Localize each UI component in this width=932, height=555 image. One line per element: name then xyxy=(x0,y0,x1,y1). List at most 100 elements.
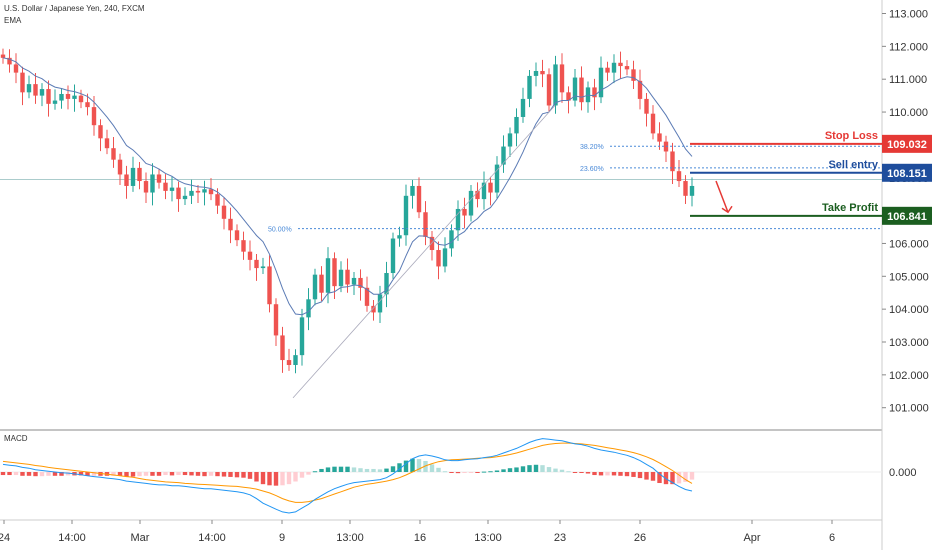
macd-histogram-bar xyxy=(13,472,19,476)
macd-histogram-bar xyxy=(293,472,298,482)
candle-body xyxy=(46,89,51,104)
time-axis-label: 13:00 xyxy=(336,532,364,544)
fib-trend-line xyxy=(292,105,556,399)
fib-level-label: 38.20% xyxy=(580,144,604,151)
macd-histogram-bar xyxy=(611,472,617,476)
macd-histogram-bar xyxy=(436,467,441,472)
sell-entry-price-tag xyxy=(882,163,932,182)
time-axis-label: 14:00 xyxy=(58,532,86,544)
macd-histogram-bar xyxy=(117,472,123,476)
candle-body xyxy=(39,89,45,96)
candle-body xyxy=(618,62,623,67)
macd-histogram-bar xyxy=(572,472,578,473)
candle-body xyxy=(566,92,571,101)
ema-line xyxy=(2,57,693,316)
price-tick-label: 112.000 xyxy=(889,41,928,53)
candle-body xyxy=(657,133,662,142)
macd-histogram-bar xyxy=(488,471,493,473)
candle-body xyxy=(189,190,194,196)
macd-histogram-bar xyxy=(332,466,337,472)
macd-histogram-bar xyxy=(195,472,201,476)
macd-tick-label: 0.000 xyxy=(889,467,917,479)
candle-body xyxy=(650,113,656,134)
macd-histogram-bar xyxy=(592,472,597,476)
candle-body xyxy=(26,84,32,93)
candle-body xyxy=(332,258,337,287)
macd-histogram-bar xyxy=(481,471,487,473)
candle-body xyxy=(20,72,25,93)
macd-histogram-bar xyxy=(130,472,136,477)
candle-body xyxy=(345,269,350,285)
candle-body xyxy=(494,164,500,193)
candle-body xyxy=(462,208,467,216)
candle-body xyxy=(247,251,253,260)
candle-body xyxy=(137,167,142,182)
macd-histogram-bar xyxy=(527,465,532,472)
candle-body xyxy=(104,138,110,149)
candle-body xyxy=(208,189,214,195)
macd-histogram-bar xyxy=(0,472,6,476)
candle-body xyxy=(364,287,370,306)
candle-body xyxy=(683,181,688,196)
time-axis-label: 23 xyxy=(554,532,566,544)
candle-body xyxy=(78,95,84,103)
macd-histogram-bar xyxy=(507,468,513,472)
candle-body xyxy=(579,77,584,103)
candle-body xyxy=(377,294,383,313)
candle-body xyxy=(631,69,636,81)
candle-body xyxy=(449,230,454,249)
macd-histogram-bar xyxy=(91,472,97,476)
macd-histogram-bar xyxy=(338,466,344,472)
macd-histogram-bar xyxy=(670,472,675,485)
macd-histogram-bar xyxy=(215,472,220,477)
macd-histogram-bar xyxy=(559,469,565,472)
candle-body xyxy=(624,66,630,70)
macd-histogram-bar xyxy=(234,472,240,478)
candle-body xyxy=(442,248,448,267)
candle-body xyxy=(592,87,597,98)
candle-body xyxy=(540,70,545,75)
candle-body xyxy=(111,148,116,160)
candle-body xyxy=(59,93,64,101)
candle-body xyxy=(98,125,103,139)
symbol-title: U.S. Dollar / Japanese Yen, 240, FXCM xyxy=(4,4,145,13)
macd-histogram-bar xyxy=(20,472,25,476)
macd-histogram-bar xyxy=(163,472,168,476)
macd-histogram-bar xyxy=(59,472,64,476)
candle-body xyxy=(390,238,396,274)
macd-histogram-bar xyxy=(540,465,545,472)
candle-body xyxy=(572,77,578,101)
macd-histogram-bar xyxy=(156,472,162,476)
macd-histogram-bar xyxy=(371,468,376,472)
candle-body xyxy=(130,167,136,186)
macd-histogram-bar xyxy=(397,463,402,472)
macd-histogram-bar xyxy=(546,467,552,472)
candle-body xyxy=(598,67,604,98)
macd-histogram-bar xyxy=(39,472,45,477)
take-profit-label: Take Profit xyxy=(822,202,878,214)
candle-body xyxy=(527,75,532,99)
macd-histogram-bar xyxy=(202,472,207,477)
candle-body xyxy=(241,240,246,252)
time-axis-label: 16 xyxy=(414,532,426,544)
candle-body xyxy=(117,159,123,175)
macd-histogram-bar xyxy=(624,472,630,477)
price-tick-label: 103.000 xyxy=(889,337,929,349)
candle-body xyxy=(481,182,487,200)
sell-entry-label: Sell entry xyxy=(828,159,878,171)
macd-histogram-bar xyxy=(351,467,357,472)
candle-body xyxy=(52,100,58,104)
macd-histogram-bar xyxy=(358,468,363,472)
macd-histogram-bar xyxy=(150,472,155,476)
candle-body xyxy=(91,107,97,126)
macd-histogram-bar xyxy=(273,472,279,486)
macd-histogram-bar xyxy=(137,472,142,477)
candle-body xyxy=(299,317,305,356)
price-tick-label: 113.000 xyxy=(889,9,928,21)
candle-body xyxy=(644,98,649,114)
candle-body xyxy=(7,57,12,65)
macd-histogram-bar xyxy=(65,472,71,476)
candle-body xyxy=(605,67,610,73)
